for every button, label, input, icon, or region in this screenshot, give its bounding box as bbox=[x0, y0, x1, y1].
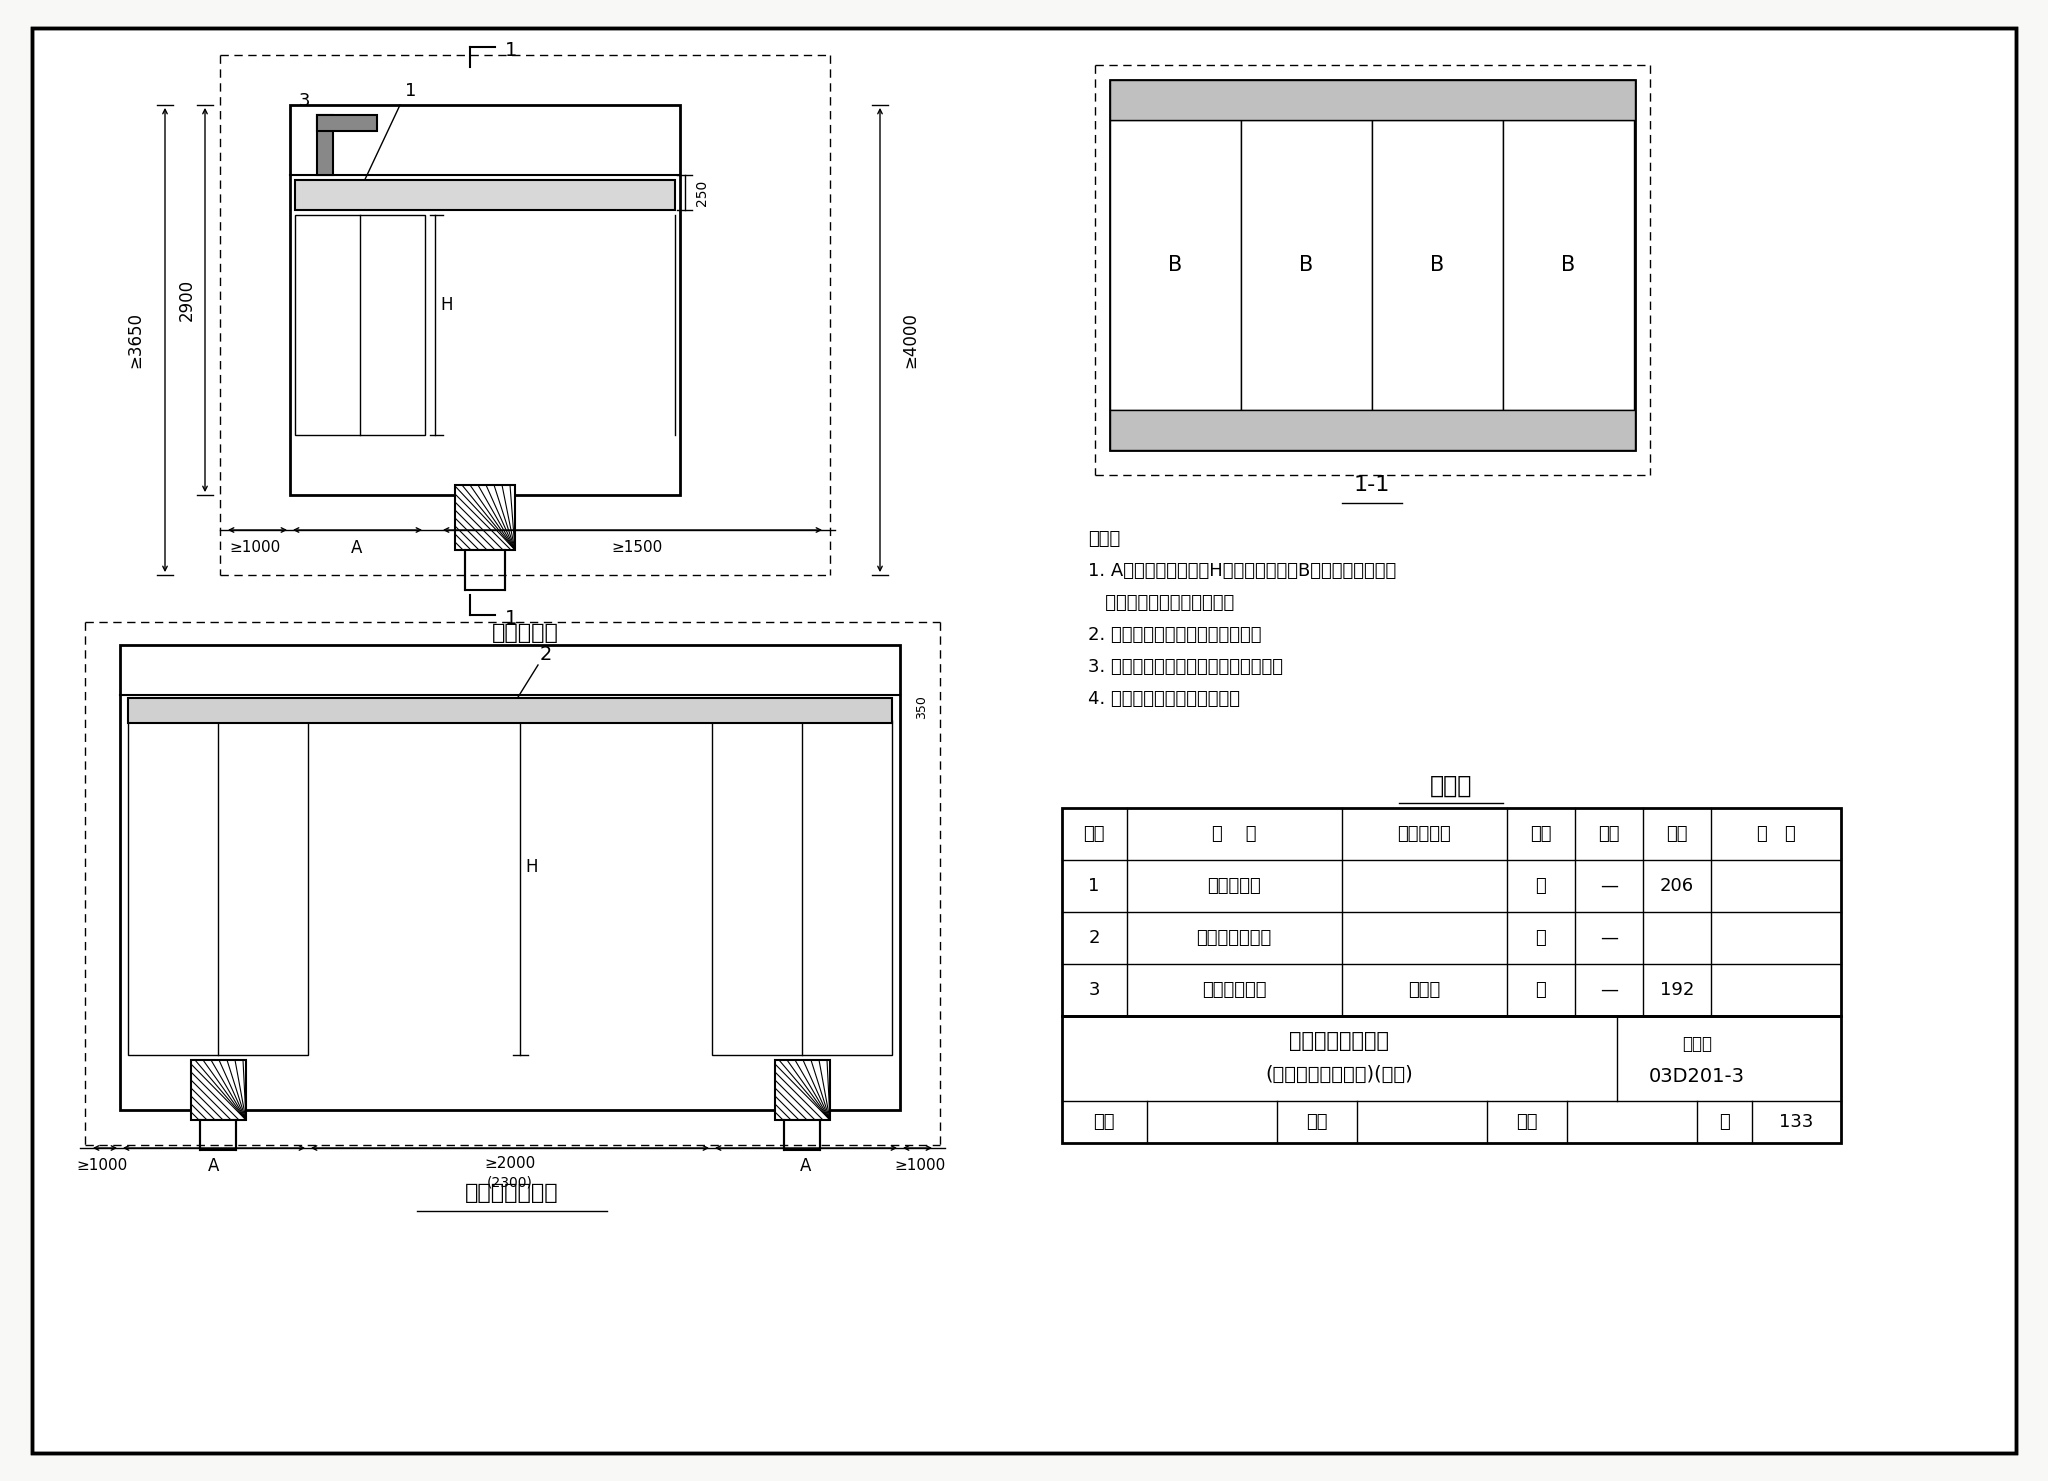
Text: 套: 套 bbox=[1536, 877, 1546, 895]
Text: 133: 133 bbox=[1780, 1114, 1812, 1131]
Bar bbox=[127, 698, 893, 723]
Bar bbox=[295, 181, 676, 210]
Text: ≥1000: ≥1000 bbox=[76, 1158, 127, 1173]
Text: 进线母线桥: 进线母线桥 bbox=[1206, 877, 1262, 895]
Text: 页: 页 bbox=[1718, 1114, 1729, 1131]
Bar bbox=[1110, 80, 1634, 120]
Bar bbox=[713, 720, 893, 1054]
Bar bbox=[317, 116, 377, 130]
Text: 设计: 设计 bbox=[1516, 1114, 1538, 1131]
Text: 4. 电缆沟沟深由工程设计定。: 4. 电缆沟沟深由工程设计定。 bbox=[1087, 690, 1239, 708]
Bar bbox=[1110, 80, 1634, 450]
Text: 3: 3 bbox=[299, 92, 309, 110]
Text: 1: 1 bbox=[506, 609, 518, 628]
Bar bbox=[1503, 120, 1634, 410]
Text: —: — bbox=[1599, 980, 1618, 1000]
Bar bbox=[1063, 1016, 1841, 1143]
Text: 页次: 页次 bbox=[1667, 825, 1688, 843]
Text: ≥2000: ≥2000 bbox=[485, 1157, 537, 1171]
Text: ≥4000: ≥4000 bbox=[901, 312, 920, 367]
Text: 1: 1 bbox=[506, 40, 518, 59]
Text: 个: 个 bbox=[1536, 980, 1546, 1000]
Text: 低压母线支架: 低压母线支架 bbox=[1202, 980, 1266, 1000]
Text: —: — bbox=[1599, 929, 1618, 946]
Text: ≥1000: ≥1000 bbox=[895, 1158, 946, 1173]
Text: B: B bbox=[1561, 255, 1575, 275]
Bar bbox=[784, 1120, 819, 1151]
Text: 型号及规格: 型号及规格 bbox=[1397, 825, 1450, 843]
Text: 校对: 校对 bbox=[1307, 1114, 1327, 1131]
Text: 3: 3 bbox=[1087, 980, 1100, 1000]
Text: ≥3650: ≥3650 bbox=[127, 312, 143, 367]
Text: A: A bbox=[352, 539, 362, 557]
Text: (金属封闭式母线桥)(示例): (金属封闭式母线桥)(示例) bbox=[1266, 1065, 1413, 1084]
Text: 206: 206 bbox=[1661, 877, 1694, 895]
Text: 具体尺寸视所选厂家而定。: 具体尺寸视所选厂家而定。 bbox=[1087, 594, 1235, 612]
Text: 1-1: 1-1 bbox=[1354, 475, 1391, 495]
Text: 1: 1 bbox=[1087, 877, 1100, 895]
Text: 2: 2 bbox=[541, 646, 553, 665]
Text: 3. 括号内的数値适用于抜尉式开关柜。: 3. 括号内的数値适用于抜尉式开关柜。 bbox=[1087, 658, 1282, 675]
Text: 03D201-3: 03D201-3 bbox=[1649, 1066, 1745, 1086]
Text: H: H bbox=[524, 857, 537, 875]
Text: 四线式: 四线式 bbox=[1407, 980, 1440, 1000]
Bar bbox=[774, 1060, 829, 1120]
Bar bbox=[455, 484, 514, 549]
Text: 2. 母线桥与低压开关柜成套供应。: 2. 母线桥与低压开关柜成套供应。 bbox=[1087, 626, 1262, 644]
Text: 说明：: 说明： bbox=[1087, 530, 1120, 548]
Text: A: A bbox=[801, 1157, 811, 1174]
Text: 套: 套 bbox=[1536, 929, 1546, 946]
Text: 数量: 数量 bbox=[1597, 825, 1620, 843]
Bar bbox=[190, 1060, 246, 1120]
Text: 低压配电室剖面图: 低压配电室剖面图 bbox=[1288, 1031, 1389, 1052]
Text: 审核: 审核 bbox=[1094, 1114, 1114, 1131]
Text: B: B bbox=[1298, 255, 1313, 275]
Text: 2900: 2900 bbox=[178, 278, 197, 321]
Text: 备   注: 备 注 bbox=[1757, 825, 1796, 843]
Text: 双列排列母线桥: 双列排列母线桥 bbox=[1196, 929, 1272, 946]
Text: 1: 1 bbox=[406, 81, 416, 101]
Text: 192: 192 bbox=[1659, 980, 1694, 1000]
Text: 明细表: 明细表 bbox=[1430, 775, 1473, 798]
Text: H: H bbox=[440, 296, 453, 314]
Bar bbox=[1241, 120, 1372, 410]
Bar bbox=[317, 116, 334, 175]
Bar bbox=[1063, 809, 1841, 1016]
Text: 名    称: 名 称 bbox=[1212, 825, 1255, 843]
Bar bbox=[291, 105, 680, 495]
Text: ≥1000: ≥1000 bbox=[229, 541, 281, 555]
Text: 350: 350 bbox=[915, 695, 928, 718]
Text: 单位: 单位 bbox=[1530, 825, 1552, 843]
Bar bbox=[127, 720, 307, 1054]
Text: —: — bbox=[1599, 877, 1618, 895]
Bar bbox=[1110, 410, 1634, 450]
Bar bbox=[465, 549, 506, 589]
Text: 序号: 序号 bbox=[1083, 825, 1104, 843]
Text: 图集号: 图集号 bbox=[1681, 1035, 1712, 1053]
Text: B: B bbox=[1167, 255, 1182, 275]
Text: 250: 250 bbox=[694, 179, 709, 206]
Bar bbox=[121, 646, 899, 1109]
Text: 2: 2 bbox=[1087, 929, 1100, 946]
Text: 1. A为开关柜的厚度，H为开关柜高度，B为开关柜的宽度，: 1. A为开关柜的厚度，H为开关柜高度，B为开关柜的宽度， bbox=[1087, 561, 1397, 581]
Bar bbox=[1372, 120, 1503, 410]
Text: A: A bbox=[209, 1157, 219, 1174]
Bar bbox=[295, 215, 426, 435]
Text: B: B bbox=[1430, 255, 1444, 275]
Text: 双列排列母线桥: 双列排列母线桥 bbox=[465, 1183, 559, 1203]
Text: (2300): (2300) bbox=[487, 1174, 532, 1189]
Bar bbox=[201, 1120, 236, 1151]
Text: ≥1500: ≥1500 bbox=[612, 541, 664, 555]
Text: 进线母线桥: 进线母线桥 bbox=[492, 624, 559, 643]
Bar bbox=[1110, 120, 1241, 410]
